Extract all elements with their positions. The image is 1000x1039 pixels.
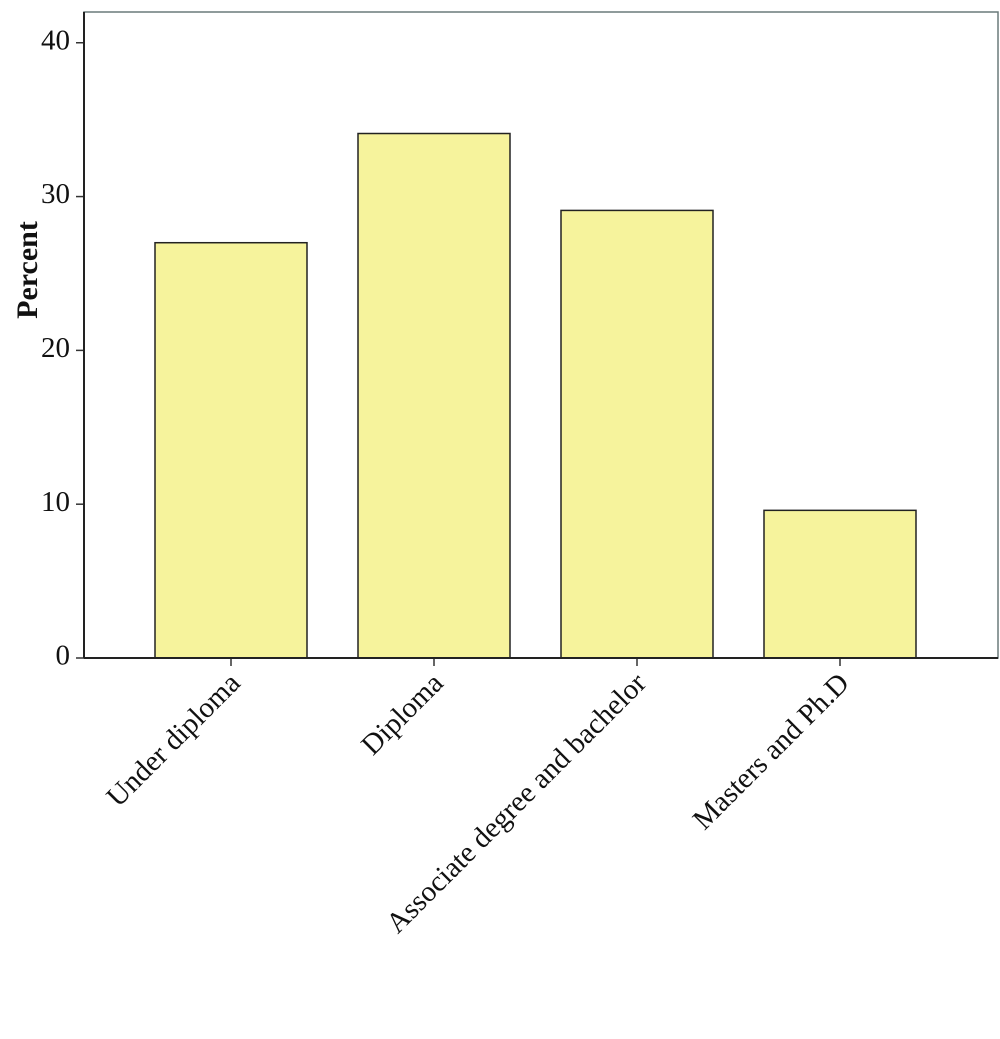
y-tick-label: 40	[41, 24, 70, 56]
x-tick-label: Under diploma	[100, 667, 246, 813]
y-tick-label: 30	[41, 178, 70, 210]
bar	[357, 132, 511, 659]
y-tick-label: 20	[41, 332, 70, 364]
x-tick-label: Diploma	[355, 667, 449, 761]
x-tick-label: Masters and Ph.D	[687, 667, 856, 836]
bar	[154, 241, 308, 659]
bar	[560, 209, 714, 659]
y-axis-label: Percent	[11, 221, 44, 319]
y-tick-label: 0	[56, 640, 71, 672]
y-tick-label: 10	[41, 486, 70, 518]
bar	[763, 509, 917, 659]
